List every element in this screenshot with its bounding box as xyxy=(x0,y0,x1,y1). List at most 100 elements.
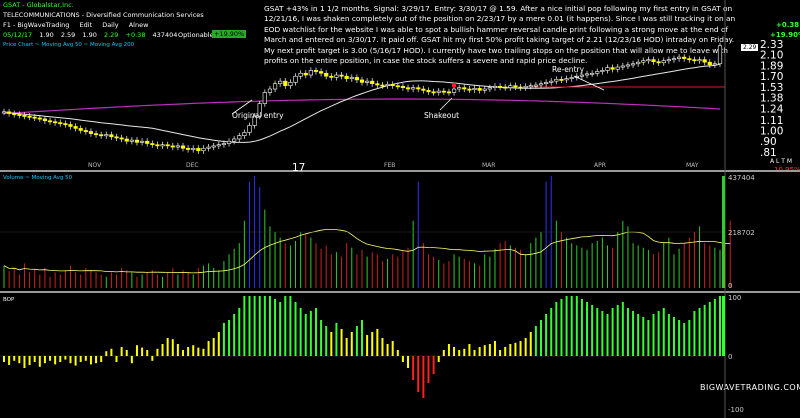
volume-label: Volume ~ Moving Avg 50 xyxy=(3,175,73,181)
month-label: MAR xyxy=(482,162,495,169)
candle-body xyxy=(293,75,298,83)
candle-body xyxy=(150,143,155,146)
candle-body xyxy=(298,72,303,77)
candle-body xyxy=(375,83,380,86)
month-label: MAY xyxy=(686,162,699,169)
candle-body xyxy=(12,113,17,116)
candle-body xyxy=(712,63,717,66)
chart-annotation: Shakeout xyxy=(424,111,459,120)
candle-body xyxy=(646,59,651,62)
bop-axis-tick: 100 xyxy=(728,294,741,302)
annotation-arrow xyxy=(231,99,253,115)
candle-body xyxy=(83,130,88,132)
candle-body xyxy=(308,70,313,76)
candle-body xyxy=(676,56,682,59)
candle-body xyxy=(446,91,452,94)
candle-body xyxy=(88,131,94,134)
pct-badge: +19.90% xyxy=(212,30,247,38)
candle-body xyxy=(221,143,227,146)
candle-body xyxy=(232,138,237,142)
candle-body xyxy=(625,64,631,67)
candle-body xyxy=(687,58,692,61)
candle-body xyxy=(139,140,145,143)
price-axis-tick: 1.53 xyxy=(760,82,783,94)
candle-body xyxy=(605,67,610,71)
candle-body xyxy=(451,88,457,93)
candle-body xyxy=(104,134,109,137)
price-axis-tick: 1.11 xyxy=(760,115,783,127)
candle-body xyxy=(533,84,538,87)
volume-bop-divider xyxy=(0,291,800,293)
candle-body xyxy=(590,72,595,75)
candle-body xyxy=(411,87,416,90)
quote-volume: 437404 xyxy=(152,31,178,39)
candle-body xyxy=(211,145,216,148)
candle-body xyxy=(124,138,129,142)
candle-body xyxy=(1,111,7,114)
layout-menu[interactable]: F1 - BigWaveTrading xyxy=(3,21,70,29)
candle-body xyxy=(421,88,426,91)
candle-body xyxy=(620,65,625,68)
candle-body xyxy=(247,125,252,133)
candle-body xyxy=(7,111,12,114)
candle-body xyxy=(37,117,42,120)
candle-body xyxy=(324,72,329,77)
candle-body xyxy=(380,84,385,87)
volume-axis-tick: 218702 xyxy=(728,229,755,237)
price-axis-tick: 1.89 xyxy=(760,60,783,72)
candle-body xyxy=(497,86,503,88)
candle-body xyxy=(278,80,283,85)
annotation-arrow xyxy=(439,97,453,111)
candle-body xyxy=(114,136,119,139)
candle-body xyxy=(564,78,569,81)
price-axis-tick: .81 xyxy=(760,147,777,159)
candle-body xyxy=(503,86,508,89)
edit-button[interactable]: Edit xyxy=(79,21,93,29)
candle-body xyxy=(579,74,585,77)
candle-body xyxy=(390,84,395,86)
price-axis-tick: 1.38 xyxy=(760,93,783,105)
candle-body xyxy=(191,147,196,150)
candle-body xyxy=(630,63,636,66)
candle-body xyxy=(47,120,53,123)
candle-body xyxy=(201,147,206,152)
candle-body xyxy=(661,60,666,64)
candle-body xyxy=(518,86,523,89)
candle-body xyxy=(492,86,498,88)
quote-low: 1.90 xyxy=(82,31,97,39)
volume-axis-tick: 0 xyxy=(728,282,732,290)
candle-body xyxy=(63,123,68,126)
candle-body xyxy=(528,85,533,88)
candle-body xyxy=(180,145,186,149)
candle-body xyxy=(32,116,37,119)
candle-body xyxy=(170,145,175,148)
candle-body xyxy=(129,139,134,142)
ma200-line xyxy=(3,98,721,115)
candle-body xyxy=(600,70,605,72)
candle-body xyxy=(656,61,661,64)
volume-axis-tick: 437404 xyxy=(728,174,755,182)
alnew-label: Alnew xyxy=(128,21,149,29)
candle-body xyxy=(595,71,600,74)
candle-body xyxy=(17,114,22,116)
candle-body xyxy=(697,59,702,62)
candle-body xyxy=(242,132,247,137)
period-select[interactable]: Daily xyxy=(102,21,119,29)
month-label: 17 xyxy=(292,162,305,174)
candle-body xyxy=(73,126,78,129)
window-toolbar: F1 - BigWaveTrading Edit Daily Alnew xyxy=(3,21,148,29)
ma50-line xyxy=(3,63,721,143)
quote-open: 1.90 xyxy=(39,31,54,39)
candle-body xyxy=(692,59,697,62)
quote-change: +0.38 xyxy=(125,31,146,39)
candle-body xyxy=(155,144,160,147)
candle-body xyxy=(175,145,180,148)
candle-body xyxy=(584,73,590,76)
candle-body xyxy=(702,59,707,63)
candle-body xyxy=(554,78,559,82)
scale-tag[interactable]: A L T M xyxy=(770,158,793,165)
candle-body xyxy=(523,86,528,88)
candle-body xyxy=(53,121,58,124)
candle-body xyxy=(344,75,349,79)
quote-line: 05/12/17 1.90 2.59 1.90 2.29 +0.38 43740… xyxy=(3,31,177,39)
